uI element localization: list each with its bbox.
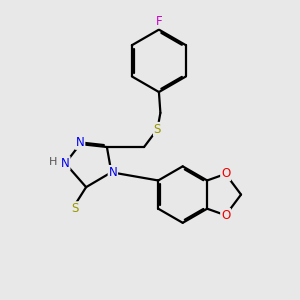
Text: F: F [156, 15, 162, 28]
Text: N: N [76, 136, 85, 149]
Text: N: N [109, 166, 117, 179]
Text: O: O [221, 209, 230, 222]
Text: S: S [71, 202, 79, 215]
Text: S: S [154, 123, 161, 136]
Text: H: H [49, 157, 57, 167]
Text: N: N [61, 157, 70, 170]
Text: O: O [221, 167, 230, 180]
